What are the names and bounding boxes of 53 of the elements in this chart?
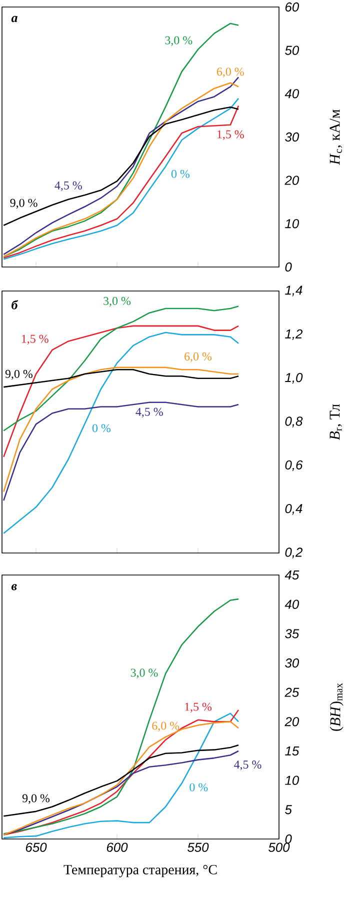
y-tick-label: 25 <box>284 688 300 697</box>
series-label: 9,0 % <box>22 794 50 804</box>
series-label: 9,0 % <box>10 198 38 209</box>
y-tick-label: 60 <box>285 2 300 12</box>
y-tick-label: 35 <box>285 629 300 638</box>
y-tick-label: 20 <box>284 176 300 185</box>
chart-title: а <box>11 16 18 22</box>
series-label: 0 % <box>171 170 190 178</box>
series-label: 0 % <box>92 424 111 432</box>
x-axis-title: Температура старения, °C <box>64 864 217 878</box>
series-label: 1,5 % <box>218 130 244 140</box>
series-label: 3,0 % <box>130 668 158 678</box>
y-tick-label: 45 <box>284 570 300 580</box>
text: б <box>12 300 18 310</box>
series-label: 3,0 % <box>165 36 192 46</box>
y-tick-label: 15 <box>285 746 300 756</box>
series-label: 4,5 % <box>136 408 163 418</box>
y-tick-label: 0,6 <box>285 460 303 472</box>
y-axis-title: B$_{r}$, Тл <box>330 404 342 440</box>
y-tick-label: 0 <box>285 834 292 844</box>
series-label: 6,0 % <box>152 722 180 732</box>
y-tick-label: 0,2 <box>285 548 303 558</box>
x-tick-label: 600 <box>106 842 128 852</box>
y-tick-label: 10 <box>285 219 300 228</box>
y-tick-label: 10 <box>285 776 300 785</box>
y-tick-label: 30 <box>285 132 300 142</box>
x-tick-label: 650 <box>26 842 47 852</box>
series-label: 3,0 % <box>104 296 131 307</box>
series-label: 6,0 % <box>216 68 244 78</box>
y-tick-label: 0 <box>285 262 292 272</box>
series-label: 1,5 % <box>22 334 48 345</box>
series-label: 9,0 % <box>5 370 32 380</box>
y-tick-label: 30 <box>285 658 300 668</box>
y-tick-label: 1,2 <box>285 329 303 340</box>
y-axis-title: H$_{c}$, кА/м <box>330 109 342 166</box>
series-label: 4,5 % <box>234 760 262 770</box>
y-tick-label: 40 <box>284 600 300 609</box>
series-label: 4,5 % <box>54 181 82 192</box>
x-tick-label: 550 <box>187 842 209 852</box>
y-tick-label: 1,4 <box>285 286 302 296</box>
y-tick-label: 1,0 <box>285 372 303 384</box>
y-tick-label: 0,4 <box>285 504 302 515</box>
chart-title: в <box>11 584 17 590</box>
y-tick-label: 5 <box>285 805 292 814</box>
series-label: 6,0 % <box>184 352 212 362</box>
y-tick-label: 20 <box>284 717 300 726</box>
y-tick-label: 40 <box>284 89 300 98</box>
x-tick-label: 500 <box>268 842 290 852</box>
y-tick-label: 0,8 <box>285 416 303 428</box>
series-label: 1,5 % <box>185 702 212 713</box>
y-axis-title: (BH)$_{max}$ <box>330 683 344 731</box>
series-label: 0 % <box>190 783 208 792</box>
y-tick-label: 50 <box>285 46 300 55</box>
